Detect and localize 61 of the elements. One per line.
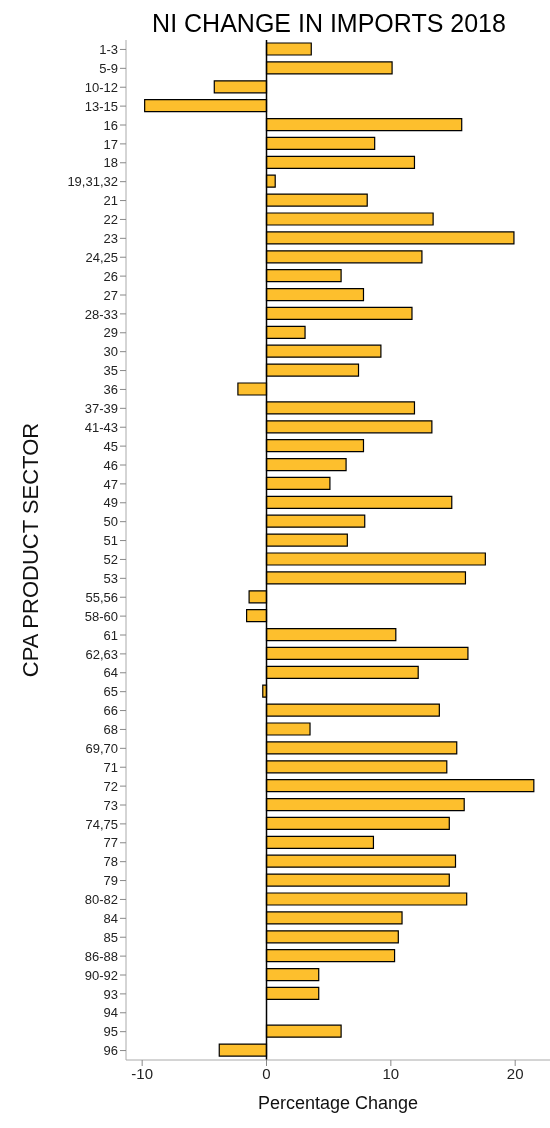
y-tick-label: 37-39 [84, 400, 118, 416]
y-tick-label: 28-33 [84, 306, 118, 322]
y-tick-label: 23 [103, 230, 118, 246]
y-tick-label: 72 [103, 778, 118, 794]
y-tick-label: 47 [103, 476, 118, 492]
y-tick-label: 79 [103, 873, 118, 889]
y-tick-label: 19,31,32 [67, 174, 118, 190]
chart-title: NI CHANGE IN IMPORTS 2018 [151, 8, 507, 39]
y-tick-label: 21 [103, 193, 118, 209]
y-tick-label: 1-3 [99, 42, 118, 58]
y-tick-label: 65 [103, 684, 118, 700]
y-tick-label: 50 [103, 514, 118, 530]
x-tick-label: 10 [382, 1064, 400, 1082]
y-tick-label: 90-92 [84, 967, 118, 983]
y-tick-label: 24,25 [85, 249, 118, 265]
y-tick-label: 69,70 [85, 740, 118, 756]
y-tick-label: 84 [103, 910, 118, 926]
y-tick-label: 49 [103, 495, 118, 511]
y-tick-label: 18 [103, 155, 118, 171]
y-tick-label: 30 [103, 344, 118, 360]
y-tick-label: 41-43 [84, 419, 118, 435]
y-tick-label: 13-15 [84, 98, 118, 114]
y-tick-label: 5-9 [99, 60, 118, 76]
y-tick-label: 10-12 [84, 79, 118, 95]
y-tick-label: 45 [103, 438, 118, 454]
y-tick-label: 29 [103, 325, 118, 341]
y-tick-label: 85 [103, 929, 118, 945]
y-axis-title: CPA PRODUCT SECTOR [17, 422, 43, 678]
y-tick-label: 35 [103, 363, 118, 379]
y-tick-label: 80-82 [84, 892, 118, 908]
x-tick-label: 0 [262, 1064, 271, 1082]
y-tick-label: 22 [103, 212, 118, 228]
y-tick-label: 27 [103, 287, 118, 303]
y-tick-label: 77 [103, 835, 118, 851]
y-tick-label: 73 [103, 797, 118, 813]
y-tick-label: 55,56 [85, 589, 118, 605]
y-tick-label: 61 [103, 627, 118, 643]
y-tick-label: 51 [103, 533, 118, 549]
y-tick-label: 17 [103, 136, 118, 152]
y-tick-label: 74,75 [85, 816, 118, 832]
y-tick-label: 95 [103, 1024, 118, 1040]
y-tick-label: 68 [103, 722, 118, 738]
y-tick-label: 16 [103, 117, 118, 133]
y-tick-label: 46 [103, 457, 118, 473]
x-tick-label: -10 [131, 1064, 154, 1082]
y-tick-label: 52 [103, 552, 118, 568]
y-tick-label: 58-60 [84, 608, 118, 624]
y-tick-label: 78 [103, 854, 118, 870]
y-tick-label: 53 [103, 570, 118, 586]
y-tick-label: 71 [103, 759, 118, 775]
y-tick-label: 66 [103, 703, 118, 719]
y-tick-label: 64 [103, 665, 118, 681]
y-tick-label: 62,63 [85, 646, 118, 662]
y-tick-label: 94 [103, 1005, 118, 1021]
x-axis-title: Percentage Change [257, 1092, 419, 1113]
y-tick-label: 96 [103, 1043, 118, 1059]
y-tick-label: 93 [103, 986, 118, 1002]
x-tick-label: 20 [506, 1064, 524, 1082]
y-tick-label: 26 [103, 268, 118, 284]
y-tick-label: 36 [103, 382, 118, 398]
y-tick-label: 86-88 [84, 948, 118, 964]
